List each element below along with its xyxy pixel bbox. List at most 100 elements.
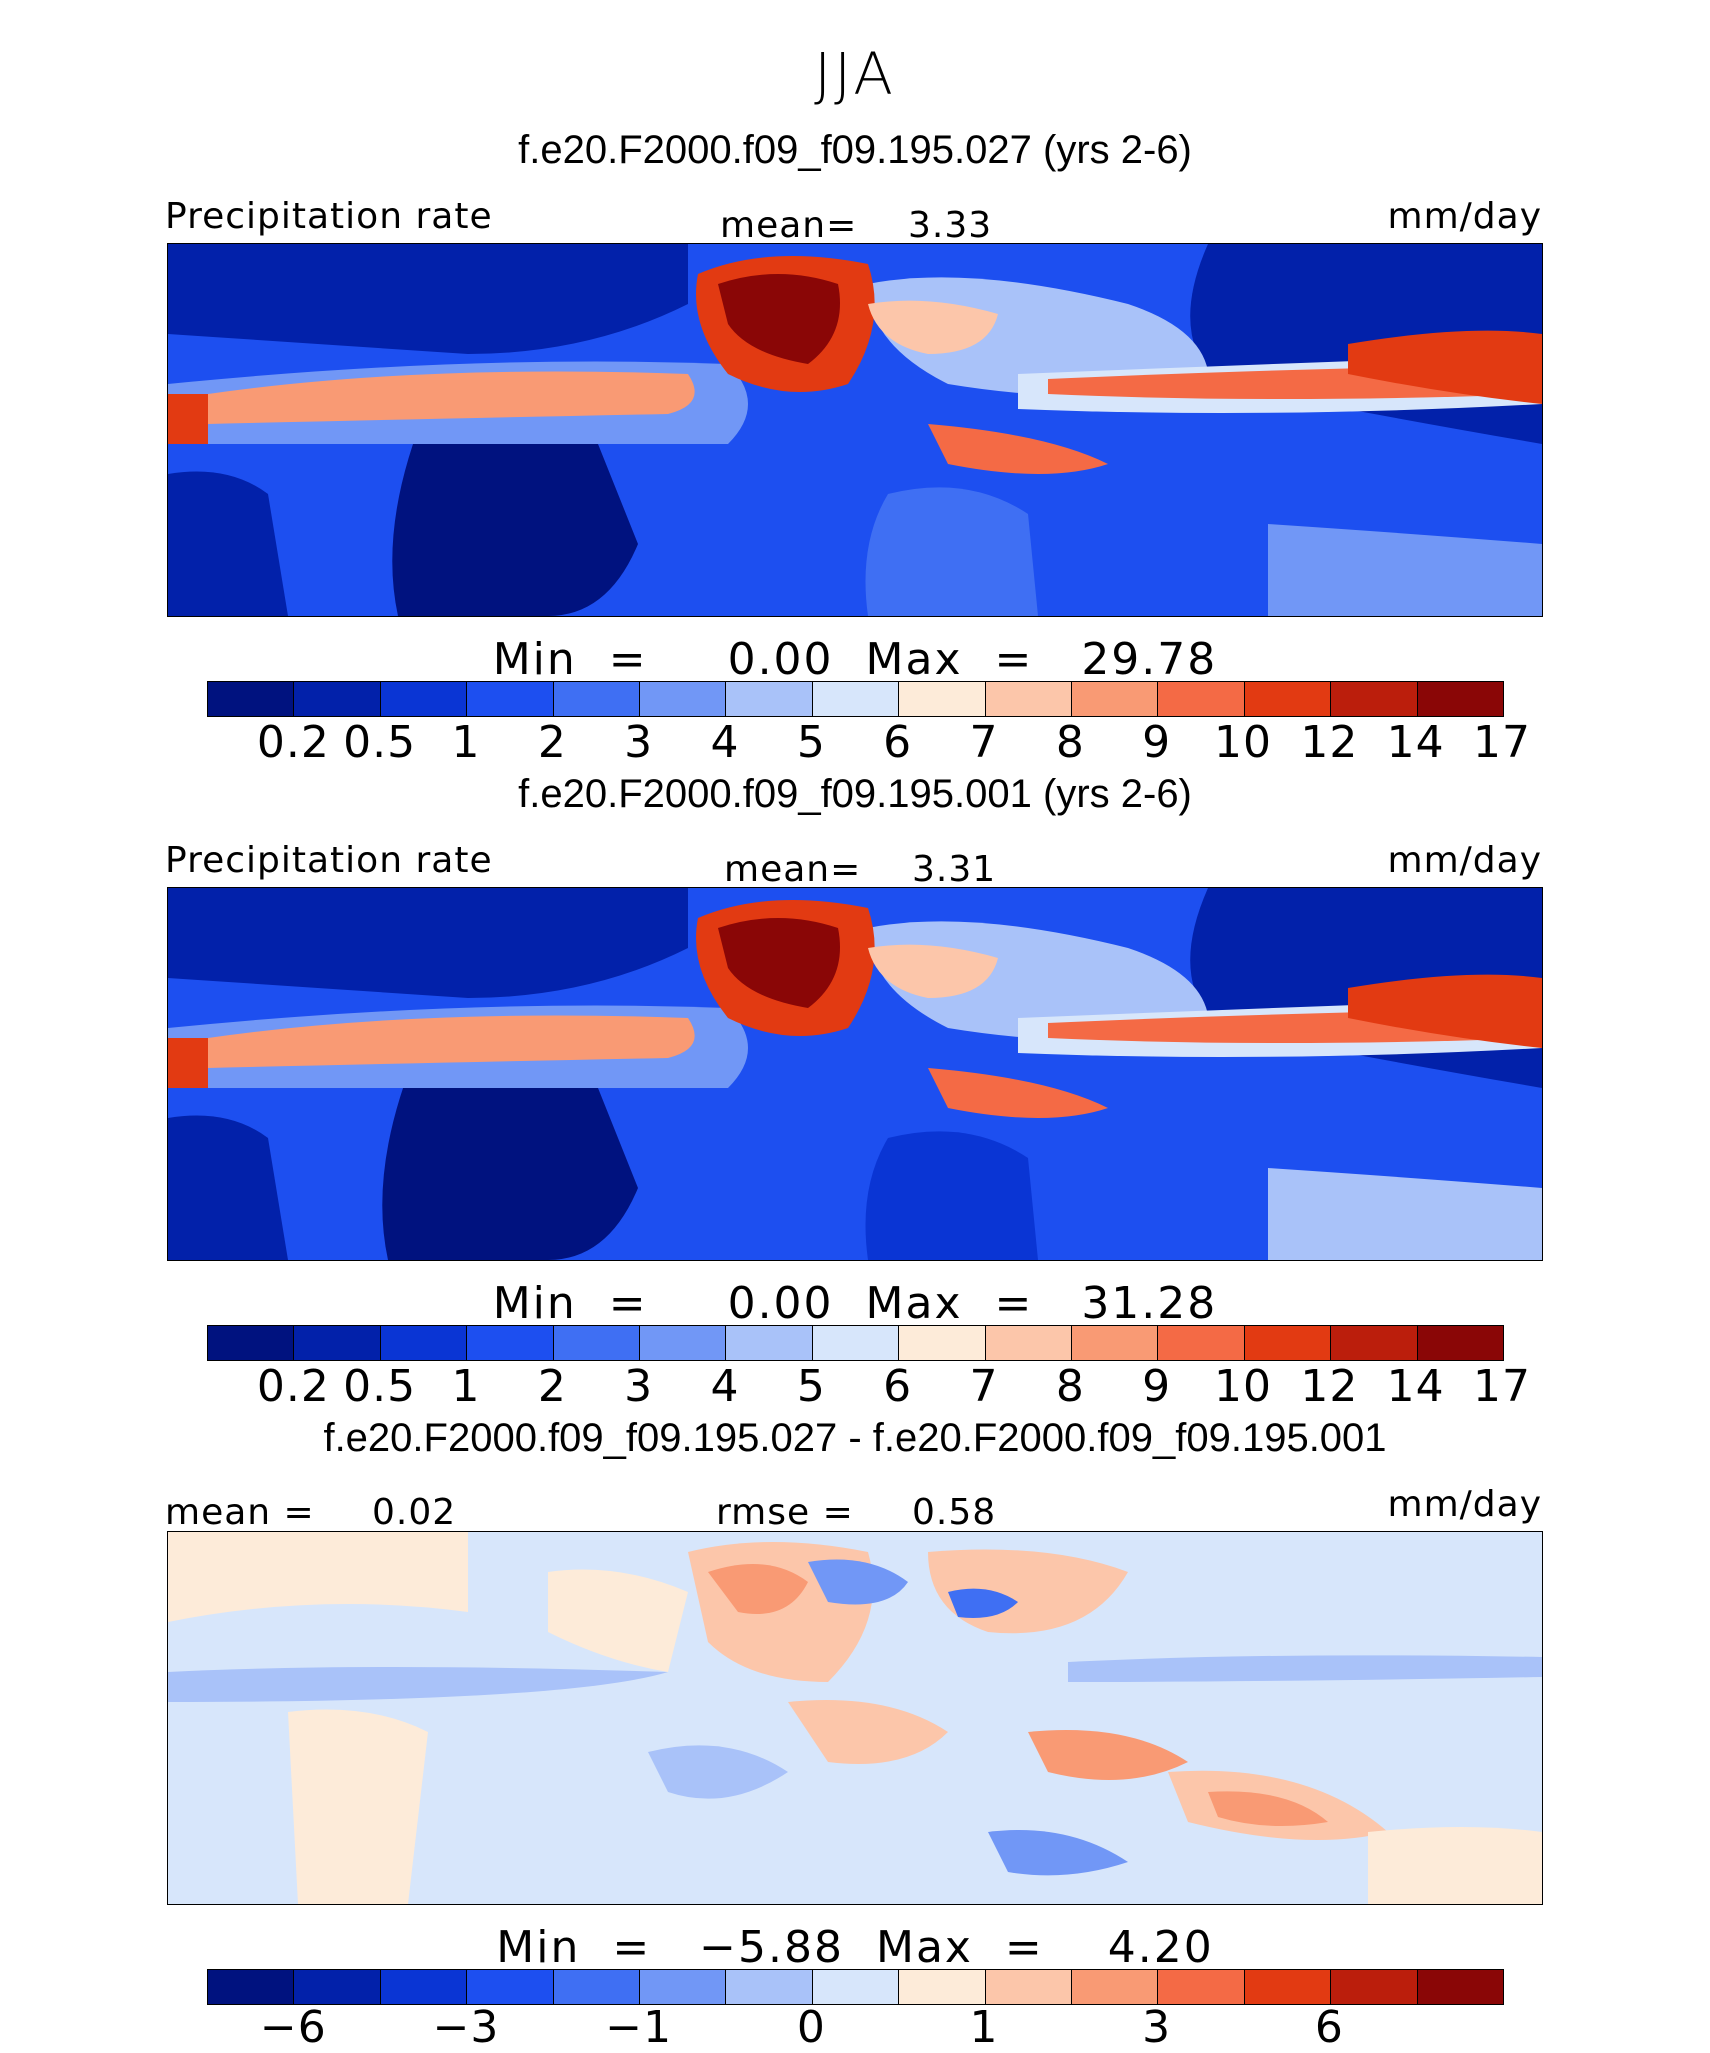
panel3-rmse-value: 0.58 (912, 1492, 997, 1533)
colorbar-swatch (1158, 682, 1245, 716)
colorbar-swatch (640, 682, 727, 716)
colorbar-tick-label: 6 (883, 717, 913, 768)
colorbar-swatch (467, 682, 554, 716)
colorbar-swatch (380, 1326, 468, 1360)
colorbar-tick-label: 9 (1142, 1361, 1172, 1412)
colorbar-swatch (553, 1970, 641, 2004)
panel3-colorbar-ticks: −6 −3 −1 0 1 3 6 (0, 2002, 1710, 2053)
colorbar-swatch (208, 1970, 295, 2004)
colorbar-tick-label: 14 (1386, 717, 1445, 768)
colorbar-swatch (1158, 1970, 1245, 2004)
panel3-case-title: f.e20.F2000.f09_f09.195.027 - f.e20.F200… (323, 1416, 1387, 1460)
colorbar-swatch (1072, 1970, 1159, 2004)
panel2-min-label: Min = (492, 1278, 648, 1329)
colorbar-swatch (1244, 682, 1332, 716)
colorbar-swatch (1331, 1326, 1418, 1360)
panel2-precip-map (167, 887, 1543, 1261)
panel1-colorbar (207, 681, 1504, 717)
colorbar-tick-label: 1 (451, 1361, 481, 1412)
colorbar-tick-label: 0.5 (343, 1361, 417, 1412)
panel1-colorbar-ticks: 0.2 0.5 1 2 3 4 5 6 7 8 9 10 12 14 17 (0, 717, 1710, 768)
colorbar-tick-label: 0 (796, 2002, 826, 2053)
panel3-map-svg (168, 1532, 1542, 1904)
colorbar-swatch (1244, 1970, 1332, 2004)
panel2-colorbar-ticks: 0.2 0.5 1 2 3 4 5 6 7 8 9 10 12 14 17 (0, 1361, 1710, 1412)
panel2-max-value: 31.28 (1081, 1278, 1218, 1329)
colorbar-swatch (899, 1326, 986, 1360)
panel3-rmse-label: rmse = (716, 1492, 854, 1533)
panel1-mean-label: mean= (720, 205, 858, 246)
colorbar-tick-label: 10 (1214, 717, 1272, 768)
colorbar-tick-label: 9 (1142, 717, 1172, 768)
panel3-colorbar (207, 1969, 1504, 2005)
colorbar-tick-label: 0.2 (256, 717, 330, 768)
colorbar-swatch (726, 1970, 813, 2004)
panel1-min-label: Min = (492, 634, 648, 685)
colorbar-swatch (1417, 1326, 1504, 1360)
panel1-variable-label: Precipitation rate (165, 196, 493, 237)
panel1-min-value: 0.00 (727, 634, 834, 685)
colorbar-tick-label: 10 (1214, 1361, 1272, 1412)
colorbar-swatch (812, 682, 900, 716)
colorbar-tick-label: 0.5 (343, 717, 417, 768)
colorbar-swatch (294, 1970, 381, 2004)
colorbar-swatch (726, 1326, 813, 1360)
panel1-case-title: f.e20.F2000.f09_f09.195.027 (yrs 2-6) (518, 128, 1192, 172)
panel2-map-svg (168, 888, 1542, 1260)
colorbar-tick-label: 14 (1386, 1361, 1445, 1412)
panel1-minmax: Min = 0.00 Max = 29.78 (0, 634, 1710, 685)
colorbar-swatch (985, 682, 1073, 716)
panel3-units-label: mm/day (1387, 1484, 1542, 1525)
colorbar-tick-label: 6 (1314, 2002, 1344, 2053)
colorbar-tick-label: −3 (432, 2002, 500, 2053)
plot-title: JJA (814, 40, 896, 108)
colorbar-swatch (1331, 1970, 1418, 2004)
colorbar-swatch (1331, 682, 1418, 716)
colorbar-swatch (1417, 682, 1504, 716)
colorbar-tick-label: 17 (1473, 1361, 1531, 1412)
panel3-difference-map (167, 1531, 1543, 1905)
panel3-max-value: 4.20 (1107, 1922, 1214, 1973)
colorbar-tick-label: 5 (796, 1361, 826, 1412)
colorbar-swatch (899, 682, 986, 716)
colorbar-tick-label: 17 (1473, 717, 1531, 768)
colorbar-swatch (1072, 682, 1159, 716)
panel2-minmax: Min = 0.00 Max = 31.28 (0, 1278, 1710, 1329)
colorbar-tick-label: 3 (1142, 2002, 1172, 2053)
panel3-mean-value: 0.02 (372, 1492, 457, 1533)
colorbar-tick-label: 4 (710, 717, 740, 768)
colorbar-swatch (985, 1326, 1073, 1360)
colorbar-swatch (1072, 1326, 1159, 1360)
colorbar-swatch (553, 682, 641, 716)
panel2-mean-value: 3.31 (912, 849, 997, 890)
colorbar-swatch (640, 1970, 727, 2004)
colorbar-swatch (553, 1326, 641, 1360)
colorbar-tick-label: 5 (796, 717, 826, 768)
colorbar-tick-label: 8 (1055, 1361, 1085, 1412)
panel3-min-value: −5.88 (699, 1922, 844, 1973)
colorbar-swatch (726, 682, 813, 716)
panel3-max-label: Max = (875, 1922, 1044, 1973)
colorbar-swatch (1244, 1326, 1332, 1360)
panel3-minmax: Min = −5.88 Max = 4.20 (0, 1922, 1710, 1973)
panel2-min-value: 0.00 (727, 1278, 834, 1329)
colorbar-tick-label: 2 (537, 1361, 567, 1412)
colorbar-swatch (1158, 1326, 1245, 1360)
colorbar-tick-label: 3 (624, 1361, 654, 1412)
colorbar-tick-label: 8 (1055, 717, 1085, 768)
colorbar-tick-label: 7 (969, 1361, 999, 1412)
colorbar-swatch (1417, 1970, 1504, 2004)
panel2-colorbar (207, 1325, 1504, 1361)
colorbar-swatch (467, 1326, 554, 1360)
panel3-mean-label: mean = (165, 1492, 315, 1533)
colorbar-swatch (380, 1970, 468, 2004)
colorbar-swatch (294, 1326, 381, 1360)
colorbar-tick-label: 12 (1300, 717, 1359, 768)
colorbar-tick-label: −6 (259, 2002, 327, 2053)
panel2-mean-label: mean= (724, 849, 862, 890)
colorbar-swatch (294, 682, 381, 716)
colorbar-tick-label: 7 (969, 717, 999, 768)
colorbar-swatch (208, 682, 295, 716)
colorbar-swatch (985, 1970, 1073, 2004)
colorbar-swatch (640, 1326, 727, 1360)
